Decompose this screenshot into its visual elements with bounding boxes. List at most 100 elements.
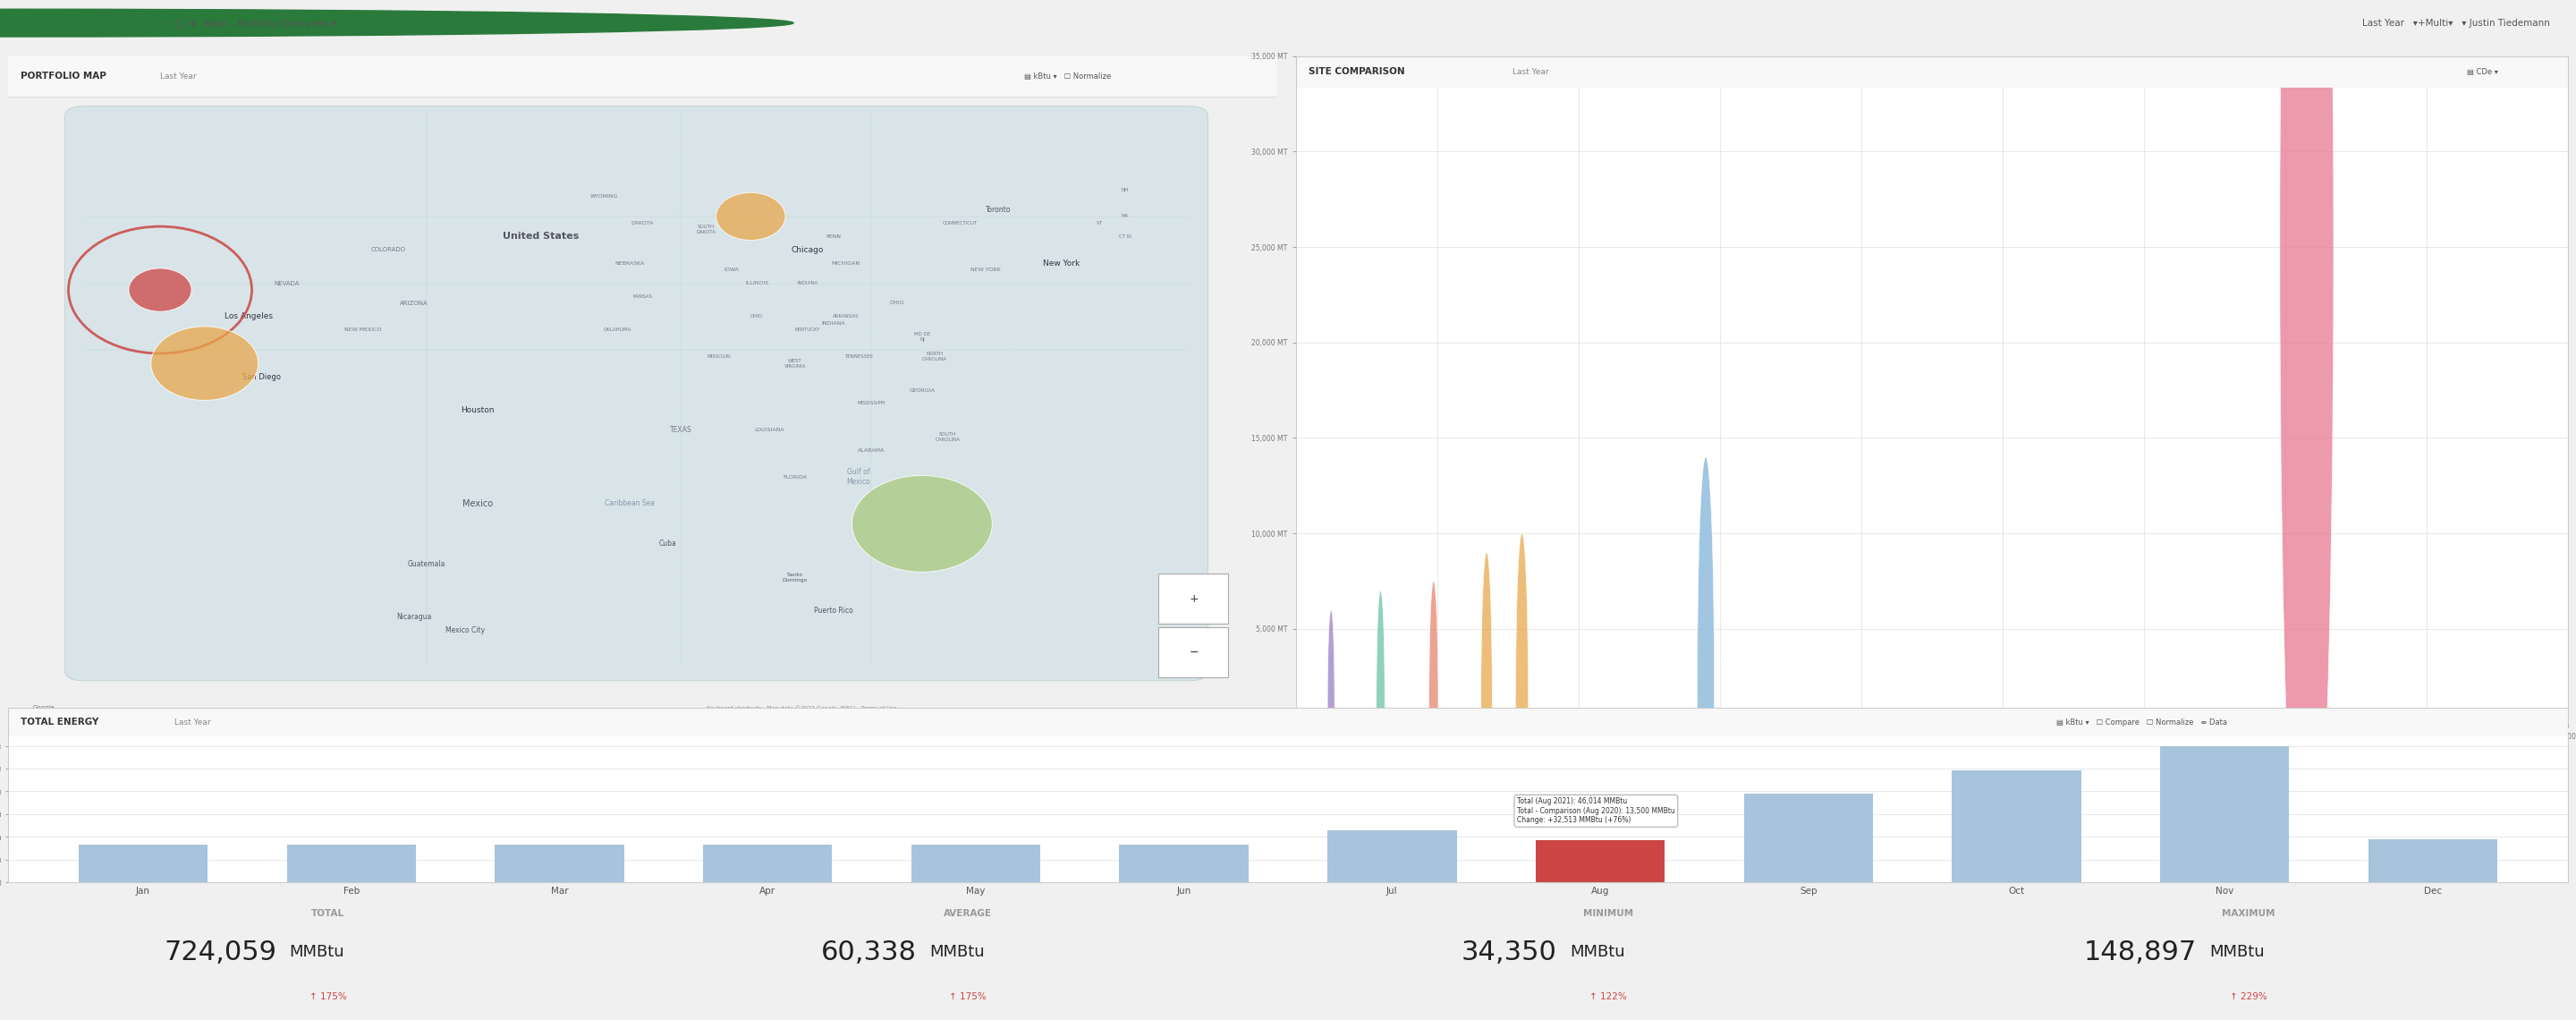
Text: TOTAL: TOTAL: [312, 909, 345, 918]
Circle shape: [1515, 533, 1528, 877]
Bar: [77, 845, 209, 882]
Text: NH: NH: [1121, 188, 1128, 192]
Text: GEORGIA: GEORGIA: [909, 388, 935, 393]
Text: Keyboard shortcuts   Map data ©2022 Google, INEGI   Terms of Use: Keyboard shortcuts Map data ©2022 Google…: [706, 705, 896, 710]
Text: NEVADA: NEVADA: [276, 280, 299, 286]
Text: Mexico: Mexico: [461, 499, 492, 508]
Text: San Diego: San Diego: [242, 372, 281, 380]
Text: −: −: [1190, 647, 1198, 659]
Bar: [1327, 830, 1455, 882]
Ellipse shape: [152, 326, 258, 400]
Text: Toronto: Toronto: [987, 206, 1010, 214]
Circle shape: [1327, 610, 1334, 801]
Text: CONNECTICUT: CONNECTICUT: [943, 221, 979, 225]
Text: WYOMING: WYOMING: [590, 194, 618, 199]
Text: SITE COMPARISON: SITE COMPARISON: [1309, 67, 1404, 76]
Text: MMBtu: MMBtu: [2210, 945, 2264, 961]
Text: Last Year: Last Year: [1512, 68, 1548, 75]
Text: AVERAGE: AVERAGE: [943, 909, 992, 918]
Text: ↑ 229%: ↑ 229%: [2231, 992, 2267, 1002]
Bar: [1159, 574, 1229, 624]
Text: Caribbean Sea: Caribbean Sea: [605, 500, 654, 508]
Bar: [1535, 840, 1664, 882]
Bar: [286, 845, 415, 882]
Text: ↑ 175%: ↑ 175%: [951, 992, 987, 1002]
Text: Guatemala: Guatemala: [407, 560, 446, 568]
Ellipse shape: [853, 475, 992, 572]
Text: Chicago: Chicago: [791, 246, 824, 254]
Circle shape: [1698, 457, 1713, 915]
Text: LOUISIANA: LOUISIANA: [755, 428, 786, 432]
Text: OHIO: OHIO: [750, 314, 762, 319]
Bar: [703, 845, 832, 882]
Circle shape: [1430, 581, 1437, 829]
Text: TOTAL ENERGY: TOTAL ENERGY: [21, 718, 98, 726]
Bar: [495, 845, 623, 882]
Text: NORTH
CAROLINA: NORTH CAROLINA: [922, 352, 948, 361]
Text: MD DE
NJ: MD DE NJ: [914, 332, 930, 342]
Bar: [912, 845, 1041, 882]
Text: MAXIMUM: MAXIMUM: [2221, 909, 2275, 918]
Text: TENNESSEE: TENNESSEE: [845, 355, 873, 359]
Ellipse shape: [129, 268, 191, 311]
Text: EcoCosm: EcoCosm: [36, 15, 111, 31]
Text: KENTUCKY: KENTUCKY: [796, 327, 822, 333]
Text: WEST
VIRGINIA: WEST VIRGINIA: [783, 359, 806, 368]
Text: +: +: [1190, 594, 1198, 605]
FancyBboxPatch shape: [64, 106, 1208, 680]
Text: PORTFOLIO MAP: PORTFOLIO MAP: [21, 71, 106, 81]
Text: CT RI: CT RI: [1118, 235, 1131, 239]
Bar: [1159, 627, 1229, 677]
Text: Houston: Houston: [461, 406, 495, 414]
Text: ARKANSAS: ARKANSAS: [832, 314, 860, 319]
Text: NEW YORK: NEW YORK: [971, 267, 999, 272]
Text: ▤ kBtu ▾   ☐ Compare   ☐ Normalize   ≡ Data: ▤ kBtu ▾ ☐ Compare ☐ Normalize ≡ Data: [2056, 718, 2228, 726]
Text: PENN: PENN: [824, 235, 840, 239]
Text: Gulf of
Mexico: Gulf of Mexico: [848, 468, 871, 486]
Text: MMBtu: MMBtu: [289, 945, 345, 961]
Text: Google: Google: [33, 705, 54, 710]
Text: NEW MEXICO: NEW MEXICO: [345, 327, 381, 333]
Text: MMBtu: MMBtu: [930, 945, 984, 961]
Text: ALABAMA: ALABAMA: [858, 448, 884, 453]
Text: DAKOTA: DAKOTA: [631, 221, 654, 225]
Text: COLORADO: COLORADO: [371, 247, 407, 253]
Text: FLORIDA: FLORIDA: [783, 474, 806, 479]
Text: Last Year: Last Year: [160, 72, 196, 81]
Text: IOWA: IOWA: [724, 267, 739, 272]
Text: ↑ 175%: ↑ 175%: [309, 992, 345, 1002]
Circle shape: [0, 9, 793, 37]
Bar: [1744, 794, 1873, 882]
Text: MMBtu: MMBtu: [1569, 945, 1625, 961]
Text: SOUTH
CAROLINA: SOUTH CAROLINA: [935, 432, 961, 442]
Circle shape: [1376, 591, 1386, 820]
Circle shape: [2280, 0, 2334, 972]
Text: MA: MA: [1121, 214, 1128, 218]
Text: NEBRASKA: NEBRASKA: [616, 261, 644, 265]
Text: ▤ kBtu ▾   ☐ Normalize: ▤ kBtu ▾ ☐ Normalize: [1023, 72, 1110, 81]
Text: MISSOURI: MISSOURI: [706, 355, 732, 359]
Text: 724,059: 724,059: [165, 939, 276, 965]
Ellipse shape: [716, 193, 786, 241]
Text: ⋆ ⯈  ⊕  Main - Portfolio Overview ▾: ⋆ ⯈ ⊕ Main - Portfolio Overview ▾: [167, 18, 337, 28]
Text: Last Year   ▾+Multi▾   ▾ Justin Tiedemann: Last Year ▾+Multi▾ ▾ Justin Tiedemann: [2362, 18, 2550, 28]
Text: MICHIGAN: MICHIGAN: [832, 261, 860, 265]
Text: OKLAHOMA: OKLAHOMA: [603, 327, 631, 333]
Text: TEXAS: TEXAS: [670, 426, 693, 435]
Text: ARIZONA: ARIZONA: [399, 301, 428, 306]
Text: Total (Aug 2021): 46,014 MMBtu
Total - Comparison (Aug 2020): 13,500 MMBtu
Chang: Total (Aug 2021): 46,014 MMBtu Total - C…: [1517, 798, 1674, 824]
Text: ↑ 122%: ↑ 122%: [1589, 992, 1625, 1002]
Text: Los Angeles: Los Angeles: [224, 313, 273, 320]
Text: 34,350: 34,350: [1461, 939, 1556, 965]
Bar: [2161, 746, 2290, 882]
Text: 148,897: 148,897: [2084, 939, 2197, 965]
Circle shape: [1481, 553, 1492, 858]
Text: INDIANA: INDIANA: [799, 282, 819, 286]
Text: 60,338: 60,338: [822, 939, 917, 965]
Text: ▤ CDe ▾: ▤ CDe ▾: [2465, 68, 2499, 75]
Text: Mexico City: Mexico City: [446, 626, 484, 634]
Text: Puerto Rico: Puerto Rico: [814, 607, 853, 615]
Text: MISSISSIPPI: MISSISSIPPI: [858, 401, 886, 406]
Text: VT: VT: [1097, 221, 1103, 225]
Text: Nicaragua: Nicaragua: [397, 613, 433, 621]
